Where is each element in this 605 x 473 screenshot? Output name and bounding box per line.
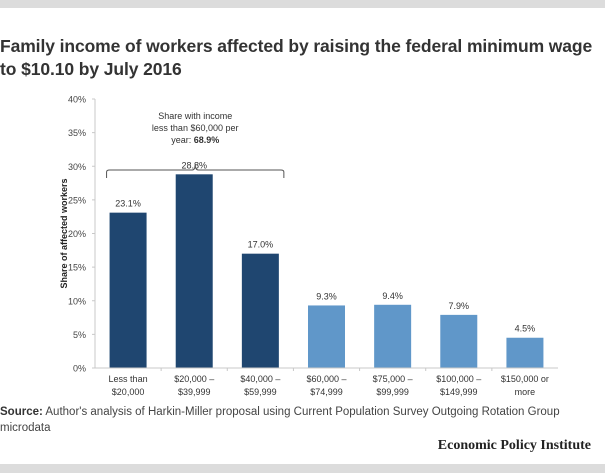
- bar: [175, 174, 213, 368]
- data-label: 17.0%: [248, 240, 274, 250]
- x-tick-label: $39,999: [178, 387, 211, 397]
- bar: [241, 253, 279, 368]
- bracket: [106, 163, 285, 178]
- y-tick-label: 35%: [68, 128, 86, 138]
- x-tick-label: $99,999: [376, 387, 409, 397]
- chart-title: Family income of workers affected by rai…: [0, 36, 593, 79]
- x-tick-label: $100,000 –: [436, 374, 481, 384]
- bar: [506, 337, 544, 368]
- source-label: Source:: [0, 406, 43, 418]
- x-tick-label: $149,999: [440, 387, 478, 397]
- top-bar: [0, 0, 605, 8]
- x-tick-label: $60,000 –: [306, 374, 346, 384]
- y-tick-label: 10%: [68, 296, 86, 306]
- y-tick-label: 25%: [68, 195, 86, 205]
- y-axis-label: Share of affected workers: [59, 178, 69, 288]
- y-tick-label: 20%: [68, 229, 86, 239]
- y-tick-label: 30%: [68, 162, 86, 172]
- y-tick-label: 5%: [73, 330, 86, 340]
- y-axis: 0% 5% 10% 15% 20% 25% 30% 35% 40% Share of affect…: [59, 95, 96, 374]
- data-label: 9.3%: [316, 291, 337, 301]
- x-tick-label: more: [515, 387, 536, 397]
- annotation-prefix: year:: [171, 135, 194, 145]
- data-label: 28.8%: [181, 160, 207, 170]
- source-note: Source: Author's analysis of Harkin-Mill…: [0, 404, 600, 436]
- source-text: Author's analysis of Harkin-Miller propo…: [0, 406, 560, 434]
- y-tick-label: 0%: [73, 364, 86, 374]
- x-tick-label: $20,000 –: [174, 374, 214, 384]
- bottom-bar: [0, 464, 605, 473]
- x-tick-label: $75,000 –: [373, 374, 413, 384]
- data-label: 7.9%: [449, 301, 470, 311]
- annotation-value: 68.9%: [194, 135, 220, 145]
- bar: [308, 305, 345, 368]
- brand-logo: Economic Policy Institute: [437, 438, 591, 453]
- annotation-text: less than $60,000 per: [152, 123, 239, 133]
- bar: [440, 314, 478, 368]
- x-tick-label: $74,999: [310, 387, 343, 397]
- bar: [374, 304, 412, 368]
- x-tick-label: $150,000 or: [501, 374, 549, 384]
- annotation-text: year: 68.9%: [171, 135, 219, 145]
- annotation-text: Share with income: [158, 111, 232, 121]
- y-tick-label: 15%: [68, 263, 86, 273]
- x-tick-label: Less than: [109, 374, 148, 384]
- bars: 23.1% 28.8% 17.0% 9.3% 9.4% 7.9% 4.5%: [109, 160, 544, 368]
- bar: [109, 212, 147, 368]
- x-tick-label: $59,999: [244, 387, 277, 397]
- y-tick-label: 40%: [68, 95, 86, 105]
- x-axis: Less than $20,000 $20,000 – $39,999 $40,000 …: [95, 367, 558, 397]
- annotation-bracket: Share with income less than $60,000 per ye…: [106, 111, 285, 178]
- bar-chart: 0% 5% 10% 15% 20% 25% 30% 35% 40% Share of affect…: [59, 95, 558, 397]
- data-label: 4.5%: [515, 324, 536, 334]
- x-tick-label: $20,000: [112, 387, 145, 397]
- data-label: 9.4%: [382, 291, 403, 301]
- x-tick-label: $40,000 –: [240, 374, 280, 384]
- data-label: 23.1%: [115, 199, 141, 209]
